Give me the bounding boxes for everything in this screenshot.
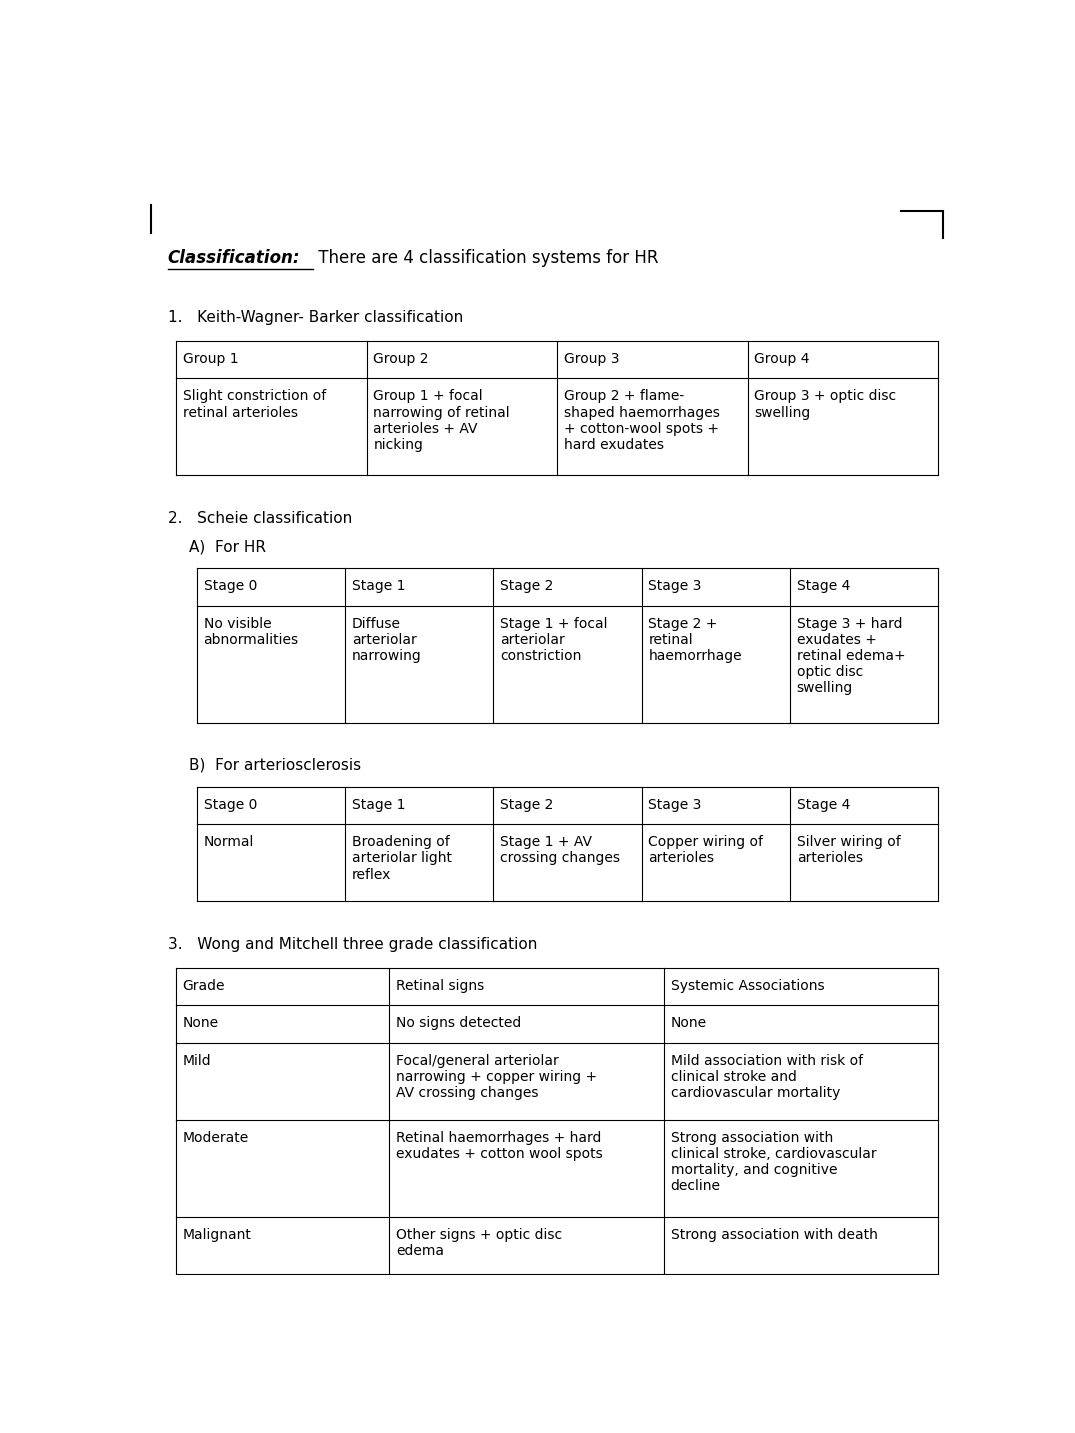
Text: Malignant: Malignant [183,1228,252,1242]
Text: Strong association with death: Strong association with death [671,1228,877,1242]
Text: Copper wiring of
arterioles: Copper wiring of arterioles [648,835,763,866]
Text: Strong association with
clinical stroke, cardiovascular
mortality, and cognitive: Strong association with clinical stroke,… [671,1131,876,1194]
Text: Stage 0: Stage 0 [203,579,257,593]
Text: There are 4 classification systems for HR: There are 4 classification systems for H… [314,249,659,267]
Text: No visible
abnormalities: No visible abnormalities [203,616,299,646]
Text: Group 2: Group 2 [373,353,429,365]
Text: Stage 0: Stage 0 [203,798,257,811]
Text: Stage 1 + AV
crossing changes: Stage 1 + AV crossing changes [500,835,620,866]
Text: Group 3: Group 3 [564,353,619,365]
Text: None: None [671,1016,706,1030]
Text: Mild: Mild [183,1053,212,1068]
Text: Group 4: Group 4 [755,353,809,365]
Text: Normal: Normal [203,835,254,850]
Text: Moderate: Moderate [183,1131,249,1145]
Text: Group 2 + flame-
shaped haemorrhages
+ cotton-wool spots +
hard exudates: Group 2 + flame- shaped haemorrhages + c… [564,390,720,451]
Text: None: None [183,1016,219,1030]
Text: Stage 3: Stage 3 [648,798,702,811]
Text: Stage 4: Stage 4 [797,579,850,593]
Text: A)  For HR: A) For HR [188,539,266,555]
Text: Mild association with risk of
clinical stroke and
cardiovascular mortality: Mild association with risk of clinical s… [671,1053,863,1101]
Text: Stage 3: Stage 3 [648,579,702,593]
Text: Retinal signs: Retinal signs [397,979,485,993]
Text: Stage 3 + hard
exudates +
retinal edema+
optic disc
swelling: Stage 3 + hard exudates + retinal edema+… [797,616,905,695]
Text: Silver wiring of
arterioles: Silver wiring of arterioles [797,835,901,866]
Text: Diffuse
arteriolar
narrowing: Diffuse arteriolar narrowing [352,616,421,663]
Text: 2.   Scheie classification: 2. Scheie classification [168,510,352,526]
Text: Group 1 + focal
narrowing of retinal
arterioles + AV
nicking: Group 1 + focal narrowing of retinal art… [373,390,510,451]
Text: Stage 2 +
retinal
haemorrhage: Stage 2 + retinal haemorrhage [648,616,742,663]
Text: Stage 2: Stage 2 [500,579,554,593]
Text: Stage 1 + focal
arteriolar
constriction: Stage 1 + focal arteriolar constriction [500,616,607,663]
Text: B)  For arteriosclerosis: B) For arteriosclerosis [188,758,360,772]
Text: Retinal haemorrhages + hard
exudates + cotton wool spots: Retinal haemorrhages + hard exudates + c… [397,1131,603,1161]
Text: Focal/general arteriolar
narrowing + copper wiring +
AV crossing changes: Focal/general arteriolar narrowing + cop… [397,1053,598,1101]
Text: Stage 1: Stage 1 [352,798,405,811]
Text: Grade: Grade [183,979,225,993]
Text: No signs detected: No signs detected [397,1016,521,1030]
Text: Other signs + optic disc
edema: Other signs + optic disc edema [397,1228,562,1258]
Text: Group 3 + optic disc
swelling: Group 3 + optic disc swelling [755,390,897,420]
Text: Slight constriction of
retinal arterioles: Slight constriction of retinal arteriole… [183,390,326,420]
Text: Stage 4: Stage 4 [797,798,850,811]
Text: Systemic Associations: Systemic Associations [671,979,825,993]
Text: Classification:: Classification: [168,249,300,267]
Text: Broadening of
arteriolar light
reflex: Broadening of arteriolar light reflex [352,835,452,881]
Text: Stage 2: Stage 2 [500,798,554,811]
Text: Group 1: Group 1 [183,353,239,365]
Text: 3.   Wong and Mitchell three grade classification: 3. Wong and Mitchell three grade classif… [168,937,538,952]
Text: 1.   Keith-Wagner- Barker classification: 1. Keith-Wagner- Barker classification [168,310,463,325]
Text: Stage 1: Stage 1 [352,579,405,593]
